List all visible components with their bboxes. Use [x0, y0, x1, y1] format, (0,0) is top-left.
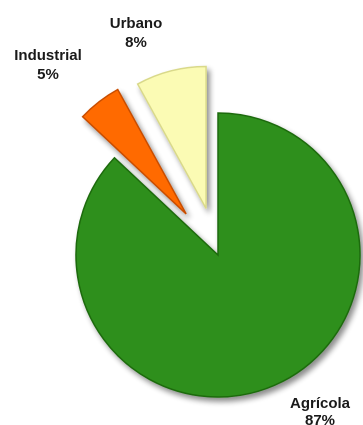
- pie-slices: [75, 65, 361, 398]
- slice-value-agricola: 87%: [305, 412, 335, 425]
- slice-urbano: [136, 65, 207, 209]
- slice-value-industrial: 5%: [37, 66, 59, 83]
- slice-agricola: [75, 112, 361, 398]
- slice-value-urbano: 8%: [125, 34, 147, 51]
- slice-label-industrial: Industrial: [14, 47, 82, 64]
- slice-industrial: [81, 88, 187, 215]
- slice-label-agricola: Agrícola: [290, 395, 351, 412]
- slice-label-urbano: Urbano: [110, 15, 163, 32]
